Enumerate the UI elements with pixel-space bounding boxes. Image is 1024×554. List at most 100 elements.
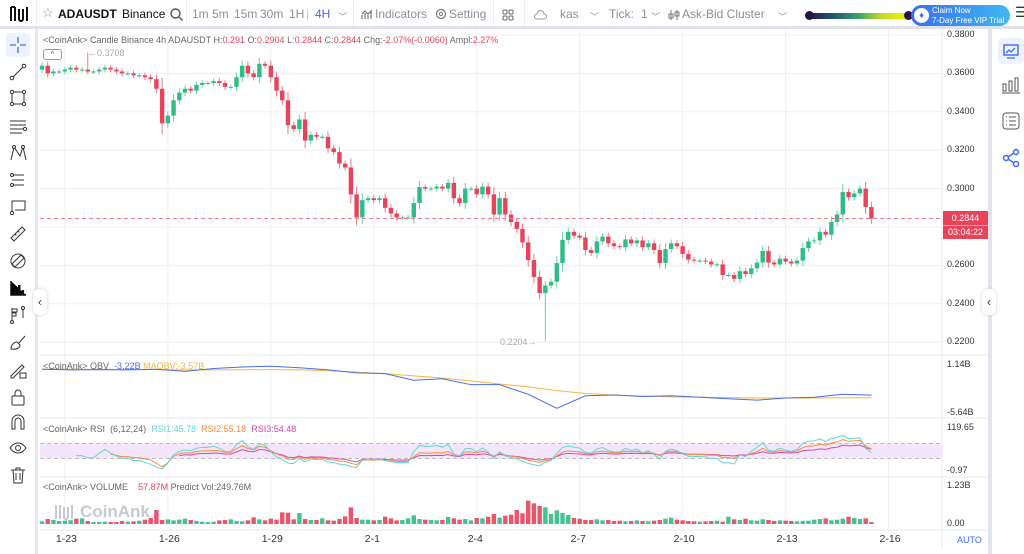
price-axis-label: 0.3800	[947, 29, 975, 39]
hide-ruler-icon[interactable]	[8, 251, 28, 271]
brush-icon[interactable]	[8, 332, 28, 352]
claim-vip-trial-button[interactable]: ♦ Claim Now 7-Day Free VIP Trial	[911, 5, 1010, 26]
heatmap-color-slider[interactable]	[808, 13, 908, 19]
layout-grid-icon[interactable]	[502, 9, 514, 21]
low-value: 0.2844	[294, 35, 323, 45]
expand-right-panel-button[interactable]: ‹	[982, 289, 996, 315]
candle-up	[62, 69, 68, 72]
pencil-lock-icon[interactable]	[8, 360, 28, 380]
x-tick-label: 1-26	[158, 533, 180, 545]
rectangle-icon[interactable]	[8, 88, 28, 108]
tools-icon[interactable]	[8, 305, 28, 325]
volume-bar	[726, 516, 731, 524]
coinank-watermark-icon	[55, 505, 73, 520]
candle-down	[280, 90, 285, 101]
candle-up	[829, 222, 834, 235]
volume-bar	[125, 521, 130, 524]
interval-chevron-down-icon[interactable]: ﹀	[338, 12, 348, 22]
volume-bar	[354, 518, 359, 524]
candle-down	[245, 65, 251, 74]
close-label: C:	[324, 35, 334, 45]
ask-bid-cluster-button[interactable]: Ask-Bid Cluster	[682, 7, 765, 21]
gear-icon[interactable]	[435, 8, 447, 20]
volume-bar	[457, 519, 462, 524]
coinank-logo-icon[interactable]	[9, 5, 29, 23]
chart-canvas[interactable]	[0, 0, 988, 554]
volume-bar	[119, 521, 125, 524]
candle-up	[623, 239, 628, 248]
interval-15m[interactable]: 15m	[234, 7, 258, 21]
favorite-star-icon[interactable]: ☆	[42, 5, 54, 20]
tick-chevron-down-icon[interactable]: ﹀	[651, 12, 661, 22]
collapse-left-toolbar-button[interactable]: ‹	[33, 289, 47, 315]
open-value: 0.2904	[257, 35, 285, 45]
search-icon[interactable]	[170, 8, 183, 21]
candle-up	[377, 198, 382, 201]
cluster-icon[interactable]	[668, 9, 680, 21]
search-value[interactable]: kas	[560, 7, 579, 21]
magnet-icon[interactable]	[8, 412, 28, 432]
fib-icon[interactable]	[8, 170, 28, 190]
crosshair-icon[interactable]	[6, 33, 30, 57]
volume-bar	[280, 512, 285, 524]
candle-up	[760, 251, 765, 263]
volume-bar	[240, 521, 245, 524]
share-icon[interactable]	[1000, 147, 1022, 169]
trash-icon[interactable]	[8, 465, 28, 485]
horizontal-lines-icon[interactable]	[8, 116, 28, 136]
list-icon[interactable]	[1000, 110, 1022, 132]
interval-5m[interactable]: 5m	[212, 7, 229, 21]
indicators-button[interactable]: Indicators	[375, 7, 428, 21]
candle-down	[342, 163, 348, 168]
high-marker-label: ←0.3708	[88, 48, 125, 58]
volume-bar	[806, 520, 811, 524]
callout-icon[interactable]	[8, 197, 28, 217]
low-label: L:	[287, 35, 295, 45]
rsi1-value: RSI1:45.78	[151, 424, 197, 434]
indicators-icon[interactable]	[361, 9, 373, 20]
volume-bar	[771, 521, 777, 524]
setting-button[interactable]: Setting	[449, 7, 487, 21]
slider-handle-right[interactable]	[904, 11, 913, 20]
cluster-chevron-down-icon[interactable]: ﹀	[778, 12, 788, 22]
slider-handle-left[interactable]	[805, 11, 814, 20]
candle-up	[79, 69, 85, 71]
pattern-icon[interactable]	[8, 143, 28, 163]
symbol-name[interactable]: ADAUSDT	[58, 7, 117, 21]
bar-chart-icon[interactable]	[1000, 74, 1022, 96]
lock-icon[interactable]	[8, 387, 28, 407]
search-chevron-down-icon[interactable]: ﹀	[590, 12, 600, 22]
auto-scale-button[interactable]: AUTO	[957, 535, 982, 545]
volume-bar	[794, 521, 800, 524]
volume-bar	[205, 522, 211, 524]
candle-up	[663, 249, 668, 264]
candle-up	[480, 186, 485, 195]
volume-bar	[548, 514, 554, 524]
exchange-name[interactable]: Binance	[122, 7, 166, 21]
volume-bar	[114, 522, 119, 524]
maobv-value: MAOBV:-3.57B	[143, 361, 205, 371]
interval-4h-active[interactable]: 4H	[315, 7, 331, 21]
candle-down	[771, 262, 777, 265]
volume-bar	[594, 519, 600, 524]
candle-down	[789, 261, 794, 264]
candle-down	[159, 88, 165, 124]
volume-bar	[440, 520, 445, 524]
cloud-icon[interactable]	[534, 10, 547, 20]
ruler-icon[interactable]	[8, 224, 28, 244]
interval-1h[interactable]: 1H	[289, 7, 305, 21]
menu-icon[interactable]: ☰	[1015, 4, 1024, 20]
volume-profile-icon[interactable]	[8, 278, 28, 298]
eye-icon[interactable]	[8, 438, 28, 458]
tick-value[interactable]: 1	[641, 7, 648, 21]
interval-30m[interactable]: 30m	[260, 7, 284, 21]
candle-up	[205, 83, 211, 84]
trendline-icon[interactable]	[8, 62, 28, 82]
candle-up	[405, 217, 411, 219]
obv-value: -3.22B	[114, 361, 141, 371]
interval-1m[interactable]: 1m	[192, 7, 209, 21]
candle-up	[806, 241, 811, 249]
chart-icon[interactable]	[998, 38, 1024, 64]
collapse-legend-button[interactable]: ^	[43, 49, 62, 60]
candle-up	[102, 67, 108, 70]
